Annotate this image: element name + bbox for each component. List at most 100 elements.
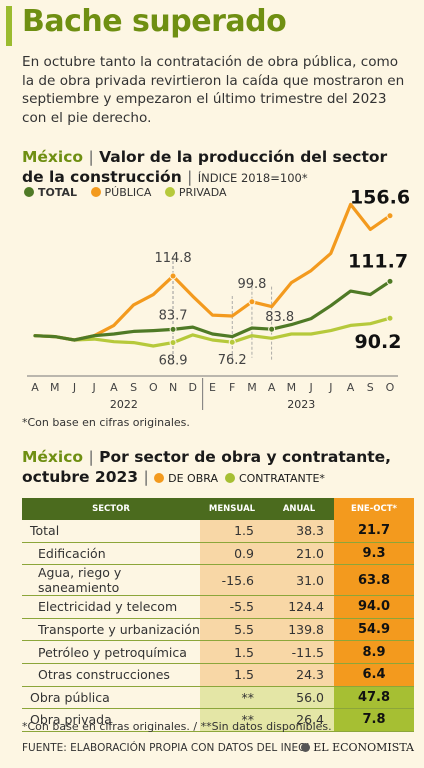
cell-mensual: 1.5 (200, 663, 264, 687)
legend-item-total: TOTAL (24, 186, 77, 199)
cell-sector: Obra privada (22, 708, 200, 732)
x-tick-label: J (328, 381, 332, 394)
chart-heading-geo: México (22, 148, 84, 166)
cell-sector: Obra pública (22, 686, 200, 710)
series-line-publica (33, 202, 392, 342)
cell-ene-oct: 6.4 (334, 663, 414, 687)
legend-label-contratante: CONTRATANTE* (238, 472, 325, 485)
cell-ene-oct: 54.9 (334, 618, 414, 642)
cell-ene-oct: 63.8 (334, 564, 414, 597)
chart-heading: México | Valor de la producción del sect… (22, 147, 387, 188)
series-line-total (33, 279, 392, 342)
col-header-sector: SECTOR (22, 498, 200, 520)
x-tick-label: E (209, 381, 216, 394)
cell-sector: Edificación (22, 542, 200, 566)
table-row: Electricidad y telecom -5.5 124.4 94.0 (22, 595, 414, 619)
x-tick-label: M (247, 381, 257, 394)
table-row: Otras construcciones 1.5 24.3 6.4 (22, 663, 414, 687)
cell-ene-oct: 7.8 (334, 708, 414, 732)
legend-dot-obra (154, 473, 165, 483)
brand: EL ECONOMISTA (301, 741, 414, 754)
series-line-privada (33, 316, 392, 348)
cell-mensual: ** (200, 686, 264, 710)
cell-anual: 24.3 (264, 663, 334, 687)
cell-mensual: 5.5 (200, 618, 264, 642)
chart-heading-sep2: | (187, 168, 193, 186)
x-tick-label: F (229, 381, 235, 394)
cell-anual: 31.0 (264, 564, 334, 597)
x-tick-label: N (169, 381, 177, 394)
cell-mensual: 1.5 (200, 520, 264, 543)
data-point (169, 272, 177, 280)
cell-ene-oct: 9.3 (334, 542, 414, 566)
chart-heading-title-b: de la construcción (22, 168, 182, 186)
cell-anual: 38.3 (264, 520, 334, 543)
table-heading: México | Por sector de obra y contratant… (22, 447, 391, 489)
x-tick-label: S (130, 381, 137, 394)
table-row: Agua, riego y saneamiento -15.6 31.0 63.8 (22, 564, 414, 597)
cell-anual: 139.8 (264, 618, 334, 642)
data-point (169, 325, 177, 333)
data-point (248, 298, 256, 306)
data-point (169, 339, 177, 347)
table-body: Total 1.5 38.3 21.7 Edificación 0.9 21.0 9.3 Agu… (22, 520, 414, 732)
cell-ene-oct: 94.0 (334, 595, 414, 619)
cell-anual: 124.4 (264, 595, 334, 619)
cell-sector: Agua, riego y saneamiento (22, 564, 200, 597)
legend-dot-privada (164, 187, 175, 197)
legend-label-obra: DE OBRA (168, 472, 218, 485)
col-header-anual: ANUAL (264, 498, 334, 520)
col-header-mensual: MENSUAL (200, 498, 264, 520)
year-label: 2022 (110, 398, 138, 411)
table-legend: DE OBRA CONTRATANTE* (154, 472, 325, 485)
x-tick-label: A (31, 381, 39, 394)
intro-paragraph: En octubre tanto la contratación de obra… (22, 54, 405, 126)
table-header-row: SECTOR MENSUAL ANUAL ENE-OCT* (22, 498, 414, 520)
x-tick-label: A (110, 381, 118, 394)
cell-anual: 21.0 (264, 542, 334, 566)
line-chart: 114.8 83.7 68.9 99.8 83.8 76.2 156.6 111.7 90.2 A… (27, 187, 410, 411)
page-title: Bache superado (22, 4, 287, 39)
data-label: 83.8 (265, 310, 294, 325)
cell-anual: 56.0 (264, 686, 334, 710)
data-label: 156.6 (350, 187, 410, 209)
chart-heading-title-a: Valor de la producción del sector (99, 148, 388, 166)
cell-mensual: 0.9 (200, 542, 264, 566)
brand-name: EL ECONOMISTA (313, 741, 414, 754)
chart-index-note: ÍNDICE 2018=100* (197, 171, 308, 185)
table-row: Obra privada ** 26.4 7.8 (22, 708, 414, 732)
data-label: 111.7 (348, 250, 408, 272)
table-row: Obra pública ** 56.0 47.8 (22, 686, 414, 710)
year-label: 2023 (287, 398, 315, 411)
cell-ene-oct: 21.7 (334, 520, 414, 543)
table-heading-sep: | (88, 448, 94, 466)
brand-logo-icon (301, 743, 311, 752)
legend-dot-total (24, 187, 34, 197)
chart-footnote: *Con base en cifras originales. (22, 416, 190, 429)
x-tick-label: J (308, 381, 312, 394)
legend-item-privada: PRIVADA (164, 186, 227, 199)
x-tick-label: J (92, 381, 96, 394)
x-tick-label: S (367, 381, 374, 394)
data-label: 76.2 (218, 353, 247, 368)
x-tick-label: M (50, 381, 60, 394)
cell-anual: 26.4 (264, 708, 334, 732)
table-row: Transporte y urbanización 5.5 139.8 54.9 (22, 618, 414, 642)
x-tick-label: O (386, 381, 395, 394)
cell-sector: Otras construcciones (22, 663, 200, 687)
table-footnote: *Con base en cifras originales. / **Sin … (22, 720, 332, 733)
x-tick-label: O (149, 381, 158, 394)
table-heading-geo: México (22, 448, 84, 466)
x-tick-label: J (72, 381, 76, 394)
legend-label-publica: PÚBLICA (104, 186, 152, 199)
data-point (268, 325, 276, 333)
legend-label-privada: PRIVADA (178, 186, 227, 199)
cell-mensual: -5.5 (200, 595, 264, 619)
table-heading-title-a: Por sector de obra y contratante, (99, 448, 392, 466)
data-point (386, 212, 394, 220)
legend-item-publica: PÚBLICA (90, 186, 152, 199)
data-label: 83.7 (159, 308, 188, 323)
data-label: 99.8 (237, 277, 266, 292)
x-tick-label: M (287, 381, 297, 394)
cell-sector: Electricidad y telecom (22, 595, 200, 619)
